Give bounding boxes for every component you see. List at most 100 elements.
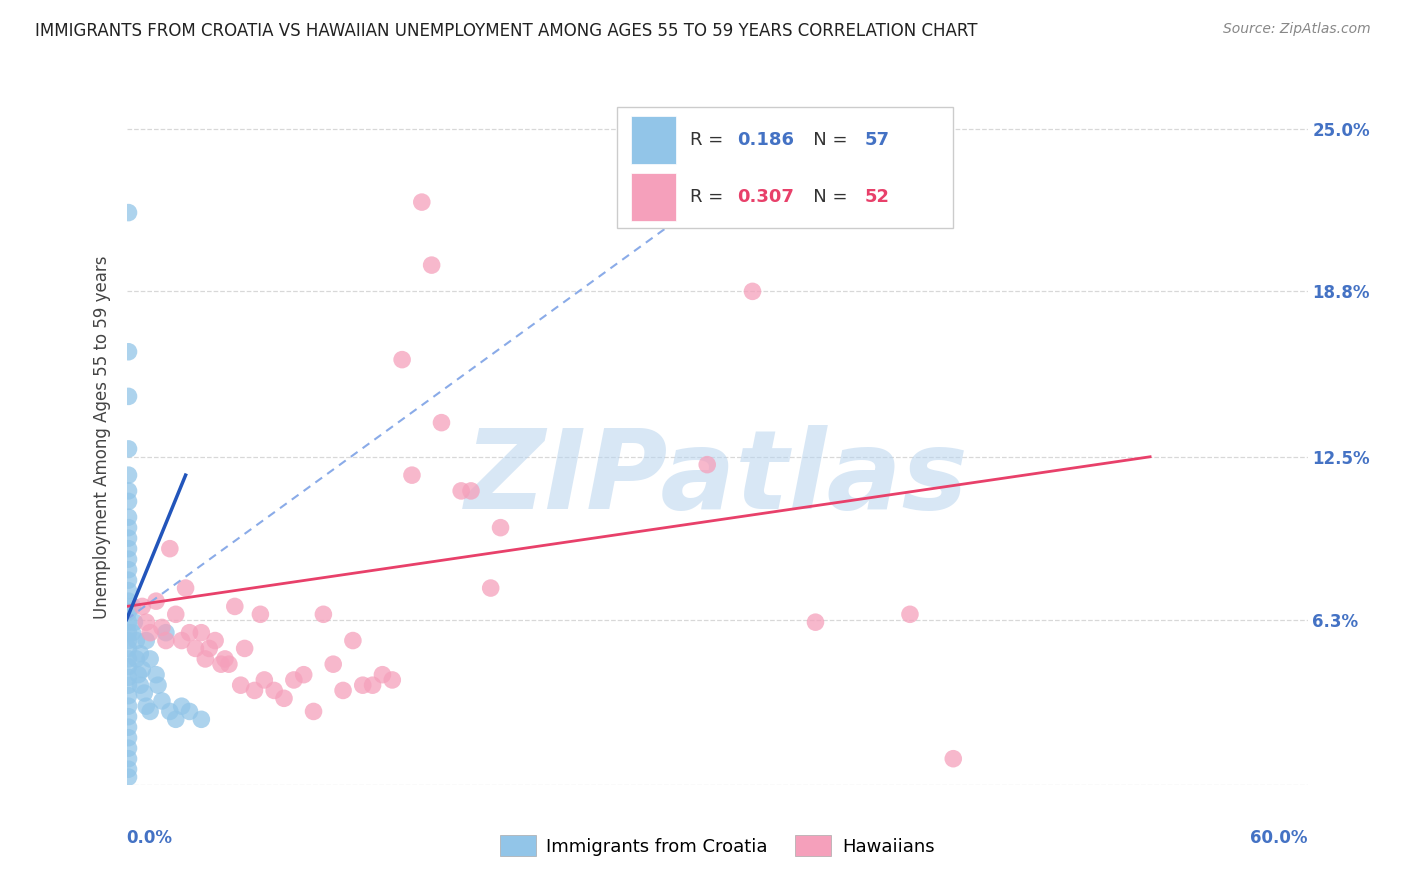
Text: N =: N = — [796, 188, 853, 206]
Point — [898, 607, 921, 622]
Point — [117, 205, 139, 219]
Point — [170, 633, 193, 648]
Point — [146, 678, 169, 692]
Point — [391, 352, 413, 367]
Point — [209, 657, 232, 672]
Point — [942, 752, 965, 766]
Point — [117, 573, 139, 587]
Text: 0.307: 0.307 — [737, 188, 794, 206]
Point — [117, 689, 139, 703]
Point — [741, 285, 763, 299]
Text: R =: R = — [690, 188, 735, 206]
Point — [117, 510, 139, 524]
Point — [117, 389, 139, 403]
Text: 0.186: 0.186 — [737, 131, 794, 149]
Point — [159, 705, 181, 719]
Point — [159, 541, 181, 556]
Point — [381, 673, 404, 687]
Point — [155, 633, 177, 648]
Point — [371, 667, 394, 681]
Point — [127, 667, 149, 681]
Text: 0.0%: 0.0% — [127, 829, 173, 847]
Point — [117, 552, 139, 566]
Point — [342, 633, 364, 648]
Point — [117, 583, 139, 598]
Point — [125, 652, 148, 666]
Point — [117, 741, 139, 756]
Point — [194, 652, 217, 666]
Point — [155, 625, 177, 640]
Point — [124, 615, 146, 630]
Point — [696, 458, 718, 472]
Point — [150, 694, 173, 708]
Point — [117, 494, 139, 508]
Point — [131, 662, 153, 676]
Point — [218, 657, 240, 672]
FancyBboxPatch shape — [617, 106, 953, 228]
Point — [249, 607, 271, 622]
Y-axis label: Unemployment Among Ages 55 to 59 years: Unemployment Among Ages 55 to 59 years — [93, 255, 111, 619]
Point — [117, 731, 139, 745]
Legend: Immigrants from Croatia, Hawaiians: Immigrants from Croatia, Hawaiians — [499, 835, 935, 856]
Point — [117, 633, 139, 648]
Point — [170, 699, 193, 714]
Point — [411, 195, 433, 210]
Point — [117, 660, 139, 674]
Point — [420, 258, 443, 272]
Point — [117, 641, 139, 656]
Point — [243, 683, 266, 698]
Point — [460, 483, 482, 498]
Point — [129, 647, 152, 661]
FancyBboxPatch shape — [631, 116, 676, 163]
Point — [117, 770, 139, 784]
Point — [117, 521, 139, 535]
Point — [117, 442, 139, 456]
Point — [489, 521, 512, 535]
Text: N =: N = — [796, 131, 853, 149]
Point — [117, 720, 139, 734]
Point — [190, 625, 212, 640]
Point — [165, 607, 187, 622]
Point — [129, 678, 152, 692]
Point — [479, 581, 502, 595]
Point — [150, 620, 173, 634]
Point — [145, 667, 167, 681]
Point — [117, 625, 139, 640]
Point — [139, 705, 162, 719]
FancyBboxPatch shape — [631, 173, 676, 220]
Point — [117, 670, 139, 684]
Point — [292, 667, 315, 681]
Point — [117, 615, 139, 630]
Point — [145, 594, 167, 608]
Point — [224, 599, 246, 614]
Point — [401, 468, 423, 483]
Point — [322, 657, 344, 672]
Point — [233, 641, 256, 656]
Point — [117, 563, 139, 577]
Point — [117, 762, 139, 776]
Point — [430, 416, 453, 430]
Point — [121, 625, 143, 640]
Point — [179, 705, 201, 719]
Point — [117, 531, 139, 545]
Point — [312, 607, 335, 622]
Point — [361, 678, 384, 692]
Text: 57: 57 — [865, 131, 890, 149]
Point — [283, 673, 305, 687]
Point — [174, 581, 197, 595]
Point — [135, 633, 157, 648]
Point — [253, 673, 276, 687]
Point — [125, 633, 148, 648]
Point — [117, 752, 139, 766]
Point — [184, 641, 207, 656]
Point — [117, 699, 139, 714]
Text: Source: ZipAtlas.com: Source: ZipAtlas.com — [1223, 22, 1371, 37]
Point — [302, 705, 325, 719]
Point — [273, 691, 295, 706]
Point — [165, 712, 187, 726]
Text: 52: 52 — [865, 188, 890, 206]
Point — [139, 625, 162, 640]
Point — [121, 599, 143, 614]
Point — [229, 678, 252, 692]
Point — [139, 652, 162, 666]
